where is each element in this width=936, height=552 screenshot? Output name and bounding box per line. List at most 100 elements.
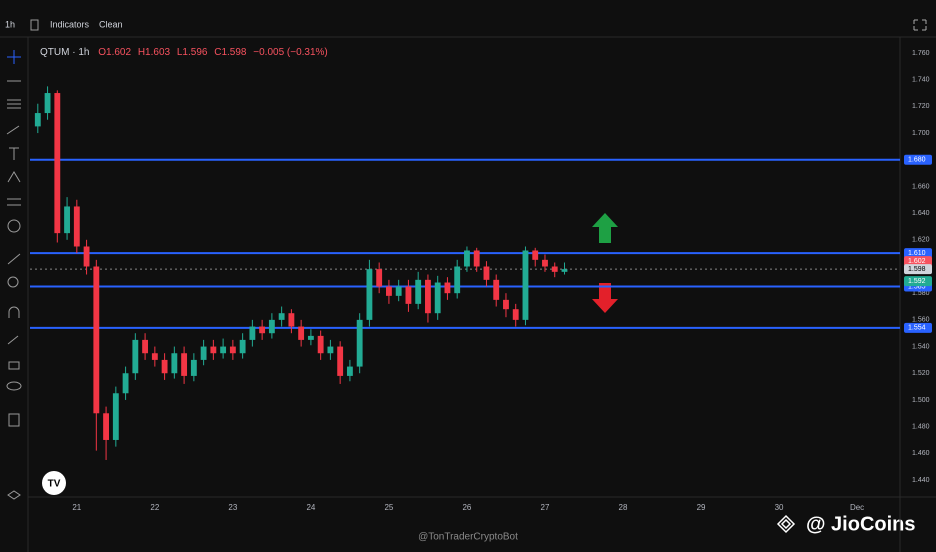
candle-body bbox=[483, 266, 490, 280]
drawing-tools bbox=[6, 50, 22, 500]
magnet-tool[interactable] bbox=[8, 306, 20, 318]
x-tick-label: 24 bbox=[306, 503, 315, 512]
y-tick-label: 1.740 bbox=[912, 77, 930, 84]
down-arrow bbox=[592, 283, 618, 313]
legend-change: −0.005 (−0.31%) bbox=[253, 47, 328, 58]
lines-tool[interactable] bbox=[7, 99, 21, 109]
candle-body bbox=[298, 326, 305, 340]
candle-body bbox=[73, 206, 80, 247]
candle-body bbox=[337, 346, 344, 376]
candle-body bbox=[54, 93, 61, 234]
candle-body bbox=[249, 326, 256, 340]
x-tick-label: 29 bbox=[697, 503, 706, 512]
legend: QTUM · 1h O1.602 H1.603 L1.596 C1.598 −0… bbox=[40, 47, 328, 58]
y-tick-label: 1.540 bbox=[912, 343, 930, 350]
chart-type-icon[interactable] bbox=[30, 19, 39, 31]
visibility-tool[interactable] bbox=[6, 381, 22, 391]
legend-symbol: QTUM · 1h bbox=[40, 47, 89, 58]
delete-tool[interactable] bbox=[8, 413, 20, 427]
zoom-tool[interactable] bbox=[7, 276, 19, 288]
candle-body bbox=[415, 279, 422, 304]
candle-body bbox=[44, 93, 51, 114]
candle-body bbox=[464, 250, 470, 267]
candle-body bbox=[532, 250, 539, 260]
y-tick-label: 1.500 bbox=[912, 397, 930, 404]
lock-tool[interactable] bbox=[8, 361, 20, 370]
tv-logo-mark: TV bbox=[48, 479, 61, 490]
candle-body bbox=[112, 393, 119, 440]
candle-body bbox=[210, 346, 217, 354]
candle-body bbox=[346, 366, 353, 376]
y-tick-label: 1.660 bbox=[912, 183, 930, 190]
legend-high: H1.603 bbox=[138, 47, 171, 58]
emoji-tool[interactable] bbox=[7, 219, 21, 233]
candle-body bbox=[239, 339, 246, 354]
candle-body bbox=[385, 286, 392, 296]
candle-body bbox=[473, 250, 480, 267]
level-tag-label: 1.610 bbox=[908, 250, 926, 257]
y-tick-label: 1.440 bbox=[912, 477, 930, 484]
candle-body bbox=[278, 313, 285, 320]
ruler-tool[interactable] bbox=[7, 253, 21, 265]
candle-body bbox=[493, 279, 500, 300]
tv-logo-circle bbox=[42, 471, 66, 495]
clean-button[interactable]: Clean bbox=[99, 19, 123, 29]
candle-body bbox=[317, 335, 324, 354]
candle-body bbox=[93, 266, 100, 414]
y-tick-label: 1.700 bbox=[912, 130, 930, 137]
pencil-lock-tool[interactable] bbox=[7, 335, 19, 345]
candle-body bbox=[542, 259, 548, 267]
candle-body bbox=[190, 359, 197, 376]
layers-tool[interactable] bbox=[7, 490, 21, 500]
candle-body bbox=[551, 266, 558, 272]
measure-tool[interactable] bbox=[7, 198, 21, 206]
x-tick-label: 23 bbox=[228, 503, 237, 512]
candle-body bbox=[151, 353, 158, 360]
brand: @ JioCoins bbox=[806, 513, 916, 535]
y-tick-label: 1.620 bbox=[912, 237, 930, 244]
y-tick-label: 1.580 bbox=[912, 290, 930, 297]
candle-body bbox=[444, 282, 451, 294]
indicators-button[interactable]: Indicators bbox=[50, 19, 90, 29]
candle-body bbox=[181, 353, 188, 376]
candle-body bbox=[405, 286, 412, 304]
y-tick-label: 1.480 bbox=[912, 423, 930, 430]
candle-body bbox=[142, 339, 149, 354]
legend-low: L1.596 bbox=[177, 47, 208, 58]
y-tick-label: 1.720 bbox=[912, 103, 930, 110]
x-tick-label: 25 bbox=[384, 503, 393, 512]
interval-button[interactable]: 1h bbox=[5, 19, 15, 29]
x-tick-label: 22 bbox=[150, 503, 159, 512]
brand-icon bbox=[776, 514, 796, 534]
level-tag-label: 1.554 bbox=[908, 325, 926, 332]
fullscreen-icon[interactable] bbox=[913, 19, 927, 31]
level-tag-label: 1.680 bbox=[908, 157, 926, 164]
crosshair-tool[interactable] bbox=[7, 50, 21, 64]
x-tick-label: 28 bbox=[619, 503, 628, 512]
y-tick-label: 1.560 bbox=[912, 317, 930, 324]
brush-tool[interactable] bbox=[6, 125, 20, 135]
candle-body bbox=[83, 246, 90, 267]
level-tag-label: 1.585 bbox=[908, 283, 926, 290]
x-tick-label: 26 bbox=[462, 503, 471, 512]
price-tag-label: 1.592 bbox=[908, 278, 926, 285]
candle-body bbox=[200, 346, 207, 360]
candle-body bbox=[366, 269, 373, 320]
pattern-tool[interactable] bbox=[7, 171, 21, 183]
price-tag-label: 1.602 bbox=[908, 258, 926, 265]
candle-body bbox=[64, 206, 70, 234]
candle-body bbox=[307, 335, 314, 340]
candle-body bbox=[376, 269, 383, 287]
candle-body bbox=[512, 309, 519, 320]
tv-logo: TV bbox=[42, 471, 66, 495]
candle-body bbox=[288, 313, 295, 327]
price-tag-box bbox=[904, 256, 932, 267]
level-tag-box bbox=[904, 248, 932, 259]
candle-body bbox=[34, 113, 41, 127]
text-tool[interactable] bbox=[9, 147, 19, 160]
last-price-tag-box bbox=[904, 264, 932, 275]
candle-body bbox=[522, 250, 529, 320]
